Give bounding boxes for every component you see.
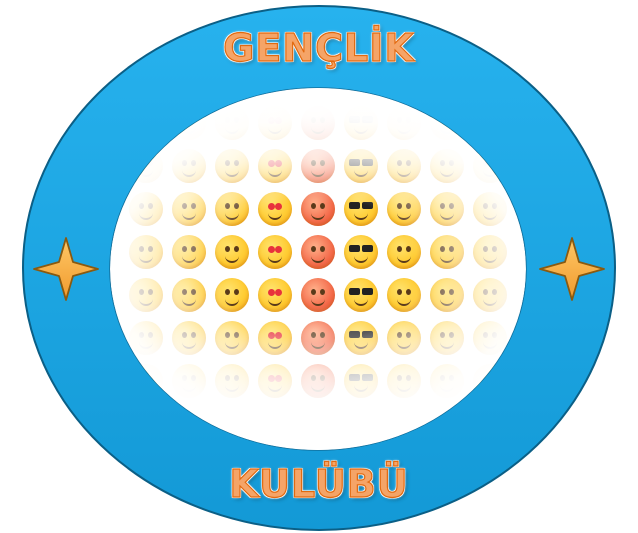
emoji-face-icon <box>128 106 163 140</box>
four-point-star-icon <box>539 237 605 301</box>
emoji-face-icon <box>343 192 378 226</box>
emoji-face-icon <box>214 149 249 183</box>
emoji-face-icon <box>429 364 464 398</box>
emoji-face-icon <box>343 235 378 269</box>
emoji-face-icon <box>128 149 163 183</box>
emoji-face-icon <box>214 235 249 269</box>
emoji-face-icon <box>257 106 292 140</box>
emoji-face-icon <box>300 149 335 183</box>
emoji-face-icon <box>472 235 507 269</box>
emoji-face-icon <box>386 192 421 226</box>
emoji-face-icon <box>472 321 507 355</box>
four-point-star-icon <box>33 237 99 301</box>
emoji-face-icon <box>343 364 378 398</box>
emoji-face-icon <box>257 278 292 312</box>
emoji-face-icon <box>386 364 421 398</box>
badge-bottom-title: KULÜBÜ <box>229 461 409 506</box>
emoji-face-icon <box>214 106 249 140</box>
emoji-face-icon <box>300 321 335 355</box>
emoji-face-icon <box>128 321 163 355</box>
badge-top-title: GENÇLİK <box>223 25 415 70</box>
emoji-face-icon <box>429 278 464 312</box>
emoji-face-icon <box>386 149 421 183</box>
emoji-face-icon <box>214 364 249 398</box>
emoji-face-icon <box>128 235 163 269</box>
emoji-face-icon <box>429 192 464 226</box>
emoji-face-icon <box>171 106 206 140</box>
emoji-face-icon <box>257 192 292 226</box>
emoji-face-icon <box>429 235 464 269</box>
emoji-face-icon <box>171 192 206 226</box>
emoji-face-icon <box>429 149 464 183</box>
emoji-face-icon <box>214 321 249 355</box>
emoji-face-icon <box>257 321 292 355</box>
emoji-face-icon <box>386 278 421 312</box>
emoji-face-icon <box>128 278 163 312</box>
emoji-face-icon <box>171 321 206 355</box>
emoji-face-icon <box>257 235 292 269</box>
emoji-face-icon <box>472 364 507 398</box>
emoji-face-icon <box>214 192 249 226</box>
emoji-face-icon <box>429 106 464 140</box>
emoji-face-icon <box>386 106 421 140</box>
emoji-collage <box>110 88 526 450</box>
emoji-face-icon <box>171 278 206 312</box>
emoji-face-icon <box>386 321 421 355</box>
emoji-face-icon <box>472 149 507 183</box>
emoji-face-icon <box>343 278 378 312</box>
emoji-face-icon <box>257 364 292 398</box>
emoji-face-icon <box>171 149 206 183</box>
emoji-face-icon <box>214 278 249 312</box>
emoji-face-icon <box>128 364 163 398</box>
emoji-face-icon <box>128 192 163 226</box>
emoji-face-icon <box>300 192 335 226</box>
emoji-face-icon <box>343 106 378 140</box>
emoji-face-icon <box>257 149 292 183</box>
emoji-face-icon <box>386 235 421 269</box>
emoji-face-icon <box>429 321 464 355</box>
emoji-face-icon <box>472 106 507 140</box>
emoji-face-icon <box>300 235 335 269</box>
emoji-face-icon <box>472 278 507 312</box>
emoji-face-icon <box>171 364 206 398</box>
emoji-face-icon <box>300 106 335 140</box>
emoji-face-icon <box>343 149 378 183</box>
emoji-face-icon <box>343 321 378 355</box>
emoji-face-icon <box>300 364 335 398</box>
emoji-grid <box>118 102 518 432</box>
emoji-face-icon <box>171 235 206 269</box>
emoji-face-icon <box>472 192 507 226</box>
emoji-face-icon <box>300 278 335 312</box>
